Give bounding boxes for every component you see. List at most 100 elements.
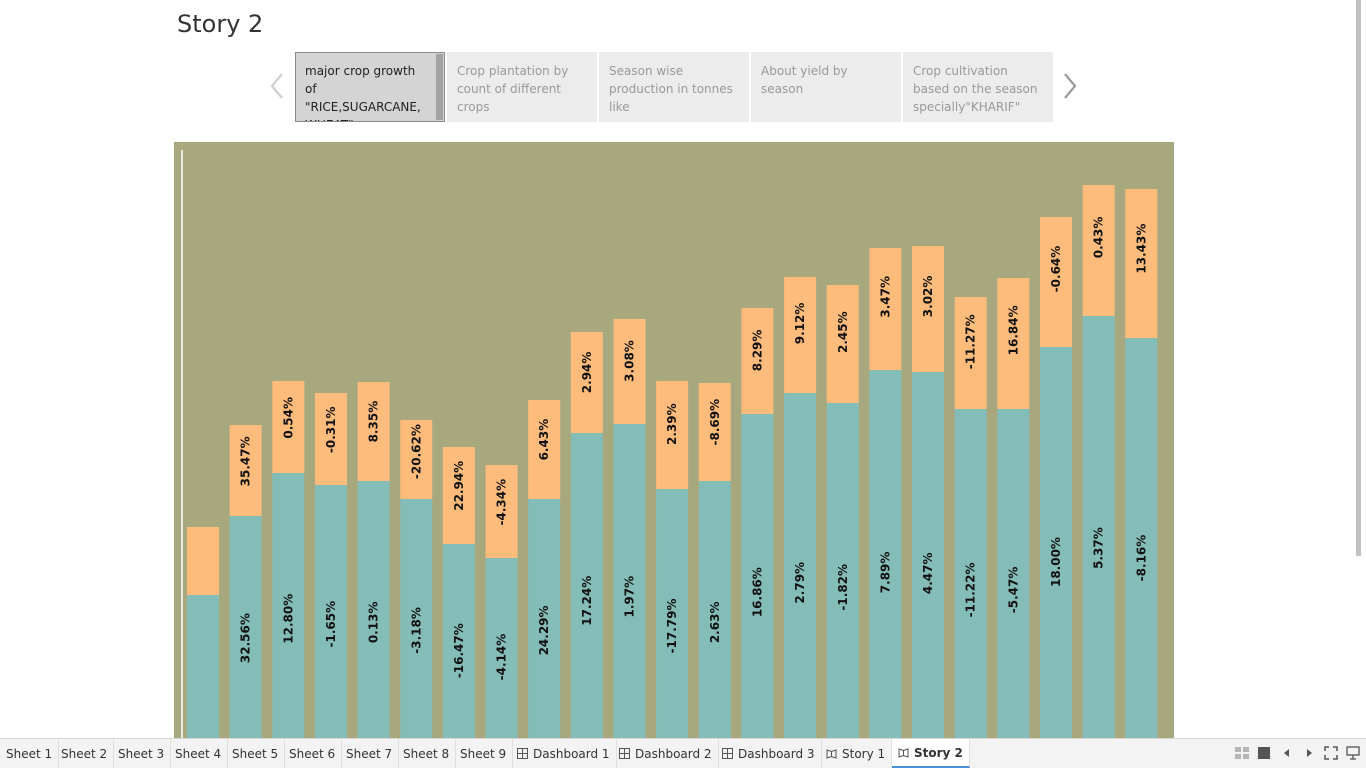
bar-segment-bottom[interactable] bbox=[954, 409, 987, 738]
bar-segment-top[interactable] bbox=[1082, 185, 1115, 316]
story-point-3[interactable]: Season wise production in tonnes like bbox=[599, 52, 749, 122]
fullscreen-button[interactable] bbox=[1323, 745, 1339, 761]
bar-segment-top[interactable] bbox=[187, 527, 219, 595]
bar-segment-top[interactable] bbox=[869, 248, 902, 370]
bar-segment-top[interactable] bbox=[997, 278, 1030, 409]
bar-segment-top[interactable] bbox=[400, 420, 433, 499]
bar-segment-top[interactable] bbox=[1125, 189, 1158, 338]
bar-segment-top[interactable] bbox=[1040, 217, 1072, 347]
bar-segment-bottom[interactable] bbox=[656, 489, 689, 738]
previous-sheet-button[interactable] bbox=[1279, 745, 1295, 761]
tab-label: Sheet 4 bbox=[175, 746, 222, 761]
bar-segment-bottom[interactable] bbox=[272, 473, 305, 738]
story-point-caption: major crop growth of "RICE,SUGARCANE, WH… bbox=[305, 64, 421, 121]
bar-label-top: 22.94% bbox=[452, 461, 466, 511]
bar-segment-bottom[interactable] bbox=[528, 499, 561, 738]
bar-label-top: 8.29% bbox=[750, 330, 764, 372]
bar-segment-bottom[interactable] bbox=[400, 499, 433, 738]
bar-label-top: 35.47% bbox=[239, 436, 253, 486]
tab-sheet-1[interactable]: Sheet 1 bbox=[0, 739, 60, 768]
bar-label-bottom: 7.89% bbox=[878, 552, 892, 594]
bar-segment-bottom[interactable] bbox=[187, 595, 219, 738]
dashboard-icon bbox=[517, 748, 528, 759]
next-sheet-icon bbox=[1307, 749, 1312, 757]
bar-segment-top[interactable] bbox=[357, 382, 390, 481]
bar-segment-top[interactable] bbox=[314, 393, 347, 485]
bar-segment-bottom[interactable] bbox=[1125, 338, 1158, 738]
bar-segment-top[interactable] bbox=[229, 425, 262, 516]
bar-label-bottom: 5.37% bbox=[1092, 527, 1106, 569]
bar-segment-bottom[interactable] bbox=[869, 370, 902, 738]
bar-segment-top[interactable] bbox=[912, 246, 945, 372]
tab-dashboard-2[interactable]: Dashboard 2 bbox=[613, 739, 719, 768]
bar-segment-top[interactable] bbox=[570, 332, 603, 433]
bar-segment-top[interactable] bbox=[741, 308, 774, 414]
bar-segment-bottom[interactable] bbox=[442, 544, 475, 738]
tab-sheet-4[interactable]: Sheet 4 bbox=[169, 739, 229, 768]
bar-segment-bottom[interactable] bbox=[784, 393, 817, 738]
sheet-sorter-icon bbox=[1235, 747, 1249, 759]
bar-segment-bottom[interactable] bbox=[570, 433, 603, 738]
bar-label-bottom: 2.63% bbox=[708, 602, 722, 644]
dashboard-icon bbox=[722, 748, 733, 759]
bar-segment-top[interactable] bbox=[613, 319, 646, 424]
bar-segment-bottom[interactable] bbox=[912, 372, 945, 738]
tab-story-1[interactable]: Story 1 bbox=[820, 739, 893, 768]
bar-label-top: -8.69% bbox=[708, 399, 722, 446]
tab-sheet-6[interactable]: Sheet 6 bbox=[283, 739, 343, 768]
bar-label-top: 8.35% bbox=[367, 401, 381, 443]
story-icon bbox=[898, 747, 909, 758]
bar-segment-top[interactable] bbox=[954, 297, 987, 409]
bar-segment-bottom[interactable] bbox=[357, 481, 390, 738]
bar-label-bottom: 0.13% bbox=[367, 602, 381, 644]
tab-label: Sheet 6 bbox=[289, 746, 336, 761]
bar-label-top: 3.02% bbox=[921, 276, 935, 318]
next-sheet-button[interactable] bbox=[1301, 745, 1317, 761]
bar-label-top: 6.43% bbox=[537, 419, 551, 461]
tab-dashboard-3[interactable]: Dashboard 3 bbox=[716, 739, 822, 768]
bar-segment-bottom[interactable] bbox=[826, 403, 859, 738]
bar-segment-top[interactable] bbox=[656, 381, 689, 489]
filmstrip-button[interactable] bbox=[1256, 745, 1272, 761]
tab-sheet-2[interactable]: Sheet 2 bbox=[55, 739, 115, 768]
bar-segment-top[interactable] bbox=[698, 383, 731, 481]
bar-segment-bottom[interactable] bbox=[997, 409, 1030, 738]
tab-sheet-7[interactable]: Sheet 7 bbox=[340, 739, 400, 768]
story-point-4[interactable]: About yield by season bbox=[751, 52, 901, 122]
story-point-5[interactable]: Crop cultivation based on the season spe… bbox=[903, 52, 1053, 122]
bar-segment-top[interactable] bbox=[826, 285, 859, 403]
bar-segment-top[interactable] bbox=[784, 277, 817, 393]
bar-segment-top[interactable] bbox=[442, 447, 475, 544]
bar-label-top: -20.62% bbox=[409, 424, 423, 479]
next-story-point-button[interactable] bbox=[1060, 68, 1080, 104]
bar-segment-bottom[interactable] bbox=[485, 558, 518, 738]
tab-dashboard-1[interactable]: Dashboard 1 bbox=[511, 739, 617, 768]
story-point-scrollbar[interactable] bbox=[436, 54, 443, 120]
sheet-sorter-button[interactable] bbox=[1234, 745, 1250, 761]
presentation-mode-button[interactable] bbox=[1345, 745, 1361, 761]
previous-story-point-button[interactable] bbox=[267, 68, 287, 104]
tab-label: Sheet 5 bbox=[232, 746, 279, 761]
tab-label: Sheet 1 bbox=[6, 746, 53, 761]
bar-segment-bottom[interactable] bbox=[314, 485, 347, 738]
tab-sheet-9[interactable]: Sheet 9 bbox=[454, 739, 514, 768]
tab-story-2[interactable]: Story 2 bbox=[892, 739, 970, 768]
tab-label: Story 2 bbox=[914, 745, 963, 760]
story-point-2[interactable]: Crop plantation by count of different cr… bbox=[447, 52, 597, 122]
page-scrollbar[interactable] bbox=[1356, 0, 1361, 556]
bar-segment-bottom[interactable] bbox=[1082, 316, 1115, 738]
bar-segment-top[interactable] bbox=[485, 465, 518, 558]
bar-segment-bottom[interactable] bbox=[741, 414, 774, 738]
tab-sheet-3[interactable]: Sheet 3 bbox=[112, 739, 172, 768]
bar-segment-bottom[interactable] bbox=[229, 516, 262, 738]
tab-label: Sheet 2 bbox=[61, 746, 108, 761]
story-point-1[interactable]: major crop growth of "RICE,SUGARCANE, WH… bbox=[295, 52, 445, 122]
tab-sheet-8[interactable]: Sheet 8 bbox=[397, 739, 457, 768]
bar-segment-bottom[interactable] bbox=[698, 481, 731, 738]
tab-label: Dashboard 1 bbox=[533, 746, 610, 761]
bar-segment-top[interactable] bbox=[272, 381, 305, 473]
bar-segment-bottom[interactable] bbox=[613, 424, 646, 738]
tab-sheet-5[interactable]: Sheet 5 bbox=[226, 739, 286, 768]
bar-segment-bottom[interactable] bbox=[1040, 347, 1072, 738]
bar-segment-top[interactable] bbox=[528, 400, 561, 499]
